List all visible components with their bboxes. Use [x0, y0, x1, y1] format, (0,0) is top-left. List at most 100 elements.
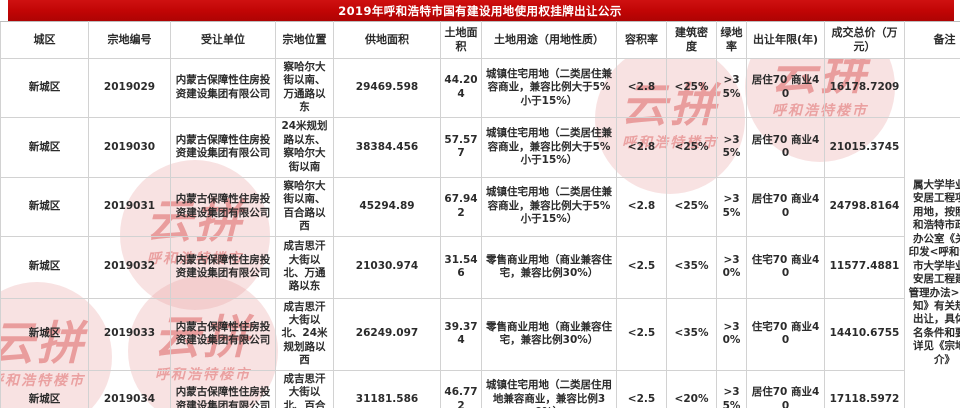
cell-total-price: 21015.3745 — [824, 116, 905, 178]
cell-location: 成吉思汗大街以北、24米规划路以西 — [275, 297, 334, 371]
column-header-land-area[interactable]: 土地面积 — [440, 21, 482, 59]
cell-green-rate: >30% — [716, 235, 747, 299]
banner-right-margin — [954, 0, 960, 21]
cell-land-use: 零售商业用地（商业兼容住宅，兼容比例30%） — [481, 235, 617, 299]
cell-total-price: 16178.7209 — [824, 58, 905, 118]
cell-district: 新城区 — [0, 369, 89, 408]
column-header-location[interactable]: 宗地位置 — [275, 21, 334, 59]
table-row[interactable]: 新城区 2019031 内蒙古保障性住房投资建设集团有限公司 察哈尔大街以南、百… — [0, 176, 960, 237]
cell-land-area: 46.772 — [440, 369, 482, 408]
cell-term: 住宅70 商业40 — [746, 297, 825, 371]
cell-supply-area: 26249.097 — [333, 297, 441, 371]
cell-location: 成吉思汗大街以北、万通路以东 — [275, 235, 334, 299]
cell-parcel-no: 2019033 — [88, 297, 171, 371]
column-header-remark[interactable]: 备注 — [904, 21, 960, 59]
cell-far: <2.5 — [616, 297, 667, 371]
column-header-transferee[interactable]: 受让单位 — [170, 21, 276, 59]
remark-text: 属大学毕业生安居工程项目用地，按照呼和浩特市政府办公室《关于印发<呼和浩特市大学… — [908, 179, 960, 366]
land-transfer-table: 城区 宗地编号 受让单位 宗地位置 供地面积 土地面积 土地用途（用地性质） 容… — [0, 21, 960, 408]
table-header-row: 城区 宗地编号 受让单位 宗地位置 供地面积 土地面积 土地用途（用地性质） 容… — [0, 21, 960, 59]
cell-district: 新城区 — [0, 116, 89, 178]
cell-term: 居住70 商业40 — [746, 58, 825, 118]
cell-transferee: 内蒙古保障性住房投资建设集团有限公司 — [170, 58, 276, 118]
cell-term: 居住70 商业40 — [746, 369, 825, 408]
page-title-banner: 2019年呼和浩特市国有建设用地使用权挂牌出让公示 — [0, 0, 960, 21]
table-row[interactable]: 新城区 2019029 内蒙古保障性住房投资建设集团有限公司 察哈尔大街以南、万… — [0, 58, 960, 118]
cell-district: 新城区 — [0, 235, 89, 299]
cell-building-density: <35% — [666, 297, 717, 371]
cell-far: <2.8 — [616, 176, 667, 237]
cell-land-use: 零售商业用地（商业兼容住宅，兼容比例30%） — [481, 297, 617, 371]
cell-parcel-no: 2019031 — [88, 176, 171, 237]
banner-left-margin — [0, 0, 8, 21]
cell-remark-empty — [904, 58, 960, 118]
cell-land-area: 44.204 — [440, 58, 482, 118]
cell-building-density: <25% — [666, 58, 717, 118]
cell-location: 24米规划路以东、察哈尔大街以南 — [275, 116, 334, 178]
cell-supply-area: 45294.89 — [333, 176, 441, 237]
cell-building-density: <20% — [666, 369, 717, 408]
cell-parcel-no: 2019030 — [88, 116, 171, 178]
cell-far: <2.5 — [616, 369, 667, 408]
cell-parcel-no: 2019029 — [88, 58, 171, 118]
cell-green-rate: >30% — [716, 297, 747, 371]
cell-supply-area: 31181.586 — [333, 369, 441, 408]
page-title: 2019年呼和浩特市国有建设用地使用权挂牌出让公示 — [338, 3, 622, 18]
cell-total-price: 11577.4881 — [824, 235, 905, 299]
cell-term: 居住70 商业40 — [746, 176, 825, 237]
cell-far: <2.5 — [616, 235, 667, 299]
cell-parcel-no: 2019034 — [88, 369, 171, 408]
cell-district: 新城区 — [0, 58, 89, 118]
cell-green-rate: >35% — [716, 58, 747, 118]
table-row[interactable]: 新城区 2019030 内蒙古保障性住房投资建设集团有限公司 24米规划路以东、… — [0, 116, 960, 408]
column-header-green-rate[interactable]: 绿地率 — [716, 21, 747, 59]
cell-supply-area: 38384.456 — [333, 116, 441, 178]
cell-term: 住宅70 商业40 — [746, 235, 825, 299]
column-header-district[interactable]: 城区 — [0, 21, 89, 59]
cell-building-density: <35% — [666, 235, 717, 299]
column-header-far[interactable]: 容积率 — [616, 21, 667, 59]
cell-transferee: 内蒙古保障性住房投资建设集团有限公司 — [170, 369, 276, 408]
cell-total-price: 17118.5972 — [824, 369, 905, 408]
cell-location: 察哈尔大街以南、万通路以东 — [275, 58, 334, 118]
cell-green-rate: >35% — [716, 116, 747, 178]
cell-supply-area: 21030.974 — [333, 235, 441, 299]
column-header-supply-area[interactable]: 供地面积 — [333, 21, 441, 59]
column-header-parcel-no[interactable]: 宗地编号 — [88, 21, 171, 59]
cell-district: 新城区 — [0, 176, 89, 237]
column-header-building-density[interactable]: 建筑密度 — [666, 21, 717, 59]
cell-land-area: 31.546 — [440, 235, 482, 299]
column-header-land-use[interactable]: 土地用途（用地性质） — [481, 21, 617, 59]
cell-building-density: <25% — [666, 176, 717, 237]
cell-parcel-no: 2019032 — [88, 235, 171, 299]
cell-land-area: 39.374 — [440, 297, 482, 371]
table-row[interactable]: 新城区 2019032 内蒙古保障性住房投资建设集团有限公司 成吉思汗大街以北、… — [0, 235, 960, 299]
cell-land-use: 城镇住宅用地（二类居住兼容商业，兼容比例大于5%小于15%） — [481, 116, 617, 178]
cell-land-area: 67.942 — [440, 176, 482, 237]
cell-far: <2.8 — [616, 116, 667, 178]
cell-location: 成吉思汗大街以北、百合路以西 — [275, 369, 334, 408]
cell-term: 居住70 商业40 — [746, 116, 825, 178]
cell-total-price: 24798.8164 — [824, 176, 905, 237]
cell-district: 新城区 — [0, 297, 89, 371]
cell-remark: 属大学毕业生安居工程项目用地，按照呼和浩特市政府办公室《关于印发<呼和浩特市大学… — [904, 116, 960, 408]
column-header-total-price[interactable]: 成交总价（万元） — [824, 21, 905, 59]
table-row[interactable]: 新城区 2019034 内蒙古保障性住房投资建设集团有限公司 成吉思汗大街以北、… — [0, 369, 960, 408]
cell-total-price: 14410.6755 — [824, 297, 905, 371]
cell-land-area: 57.577 — [440, 116, 482, 178]
cell-transferee: 内蒙古保障性住房投资建设集团有限公司 — [170, 176, 276, 237]
cell-green-rate: >35% — [716, 176, 747, 237]
table-row[interactable]: 新城区 2019033 内蒙古保障性住房投资建设集团有限公司 成吉思汗大街以北、… — [0, 297, 960, 371]
column-header-term[interactable]: 出让年限(年) — [746, 21, 825, 59]
cell-land-use: 城镇住宅用地（二类居住兼容商业，兼容比例大于5%小于15%） — [481, 176, 617, 237]
cell-land-use: 城镇住宅用地（二类居住用地兼容商业，兼容比例30%） — [481, 369, 617, 408]
cell-land-use: 城镇住宅用地（二类居住兼容商业，兼容比例大于5%小于15%） — [481, 58, 617, 118]
cell-transferee: 内蒙古保障性住房投资建设集团有限公司 — [170, 235, 276, 299]
cell-supply-area: 29469.598 — [333, 58, 441, 118]
cell-green-rate: >35% — [716, 369, 747, 408]
cell-far: <2.8 — [616, 58, 667, 118]
cell-transferee: 内蒙古保障性住房投资建设集团有限公司 — [170, 116, 276, 178]
cell-location: 察哈尔大街以南、百合路以西 — [275, 176, 334, 237]
cell-transferee: 内蒙古保障性住房投资建设集团有限公司 — [170, 297, 276, 371]
